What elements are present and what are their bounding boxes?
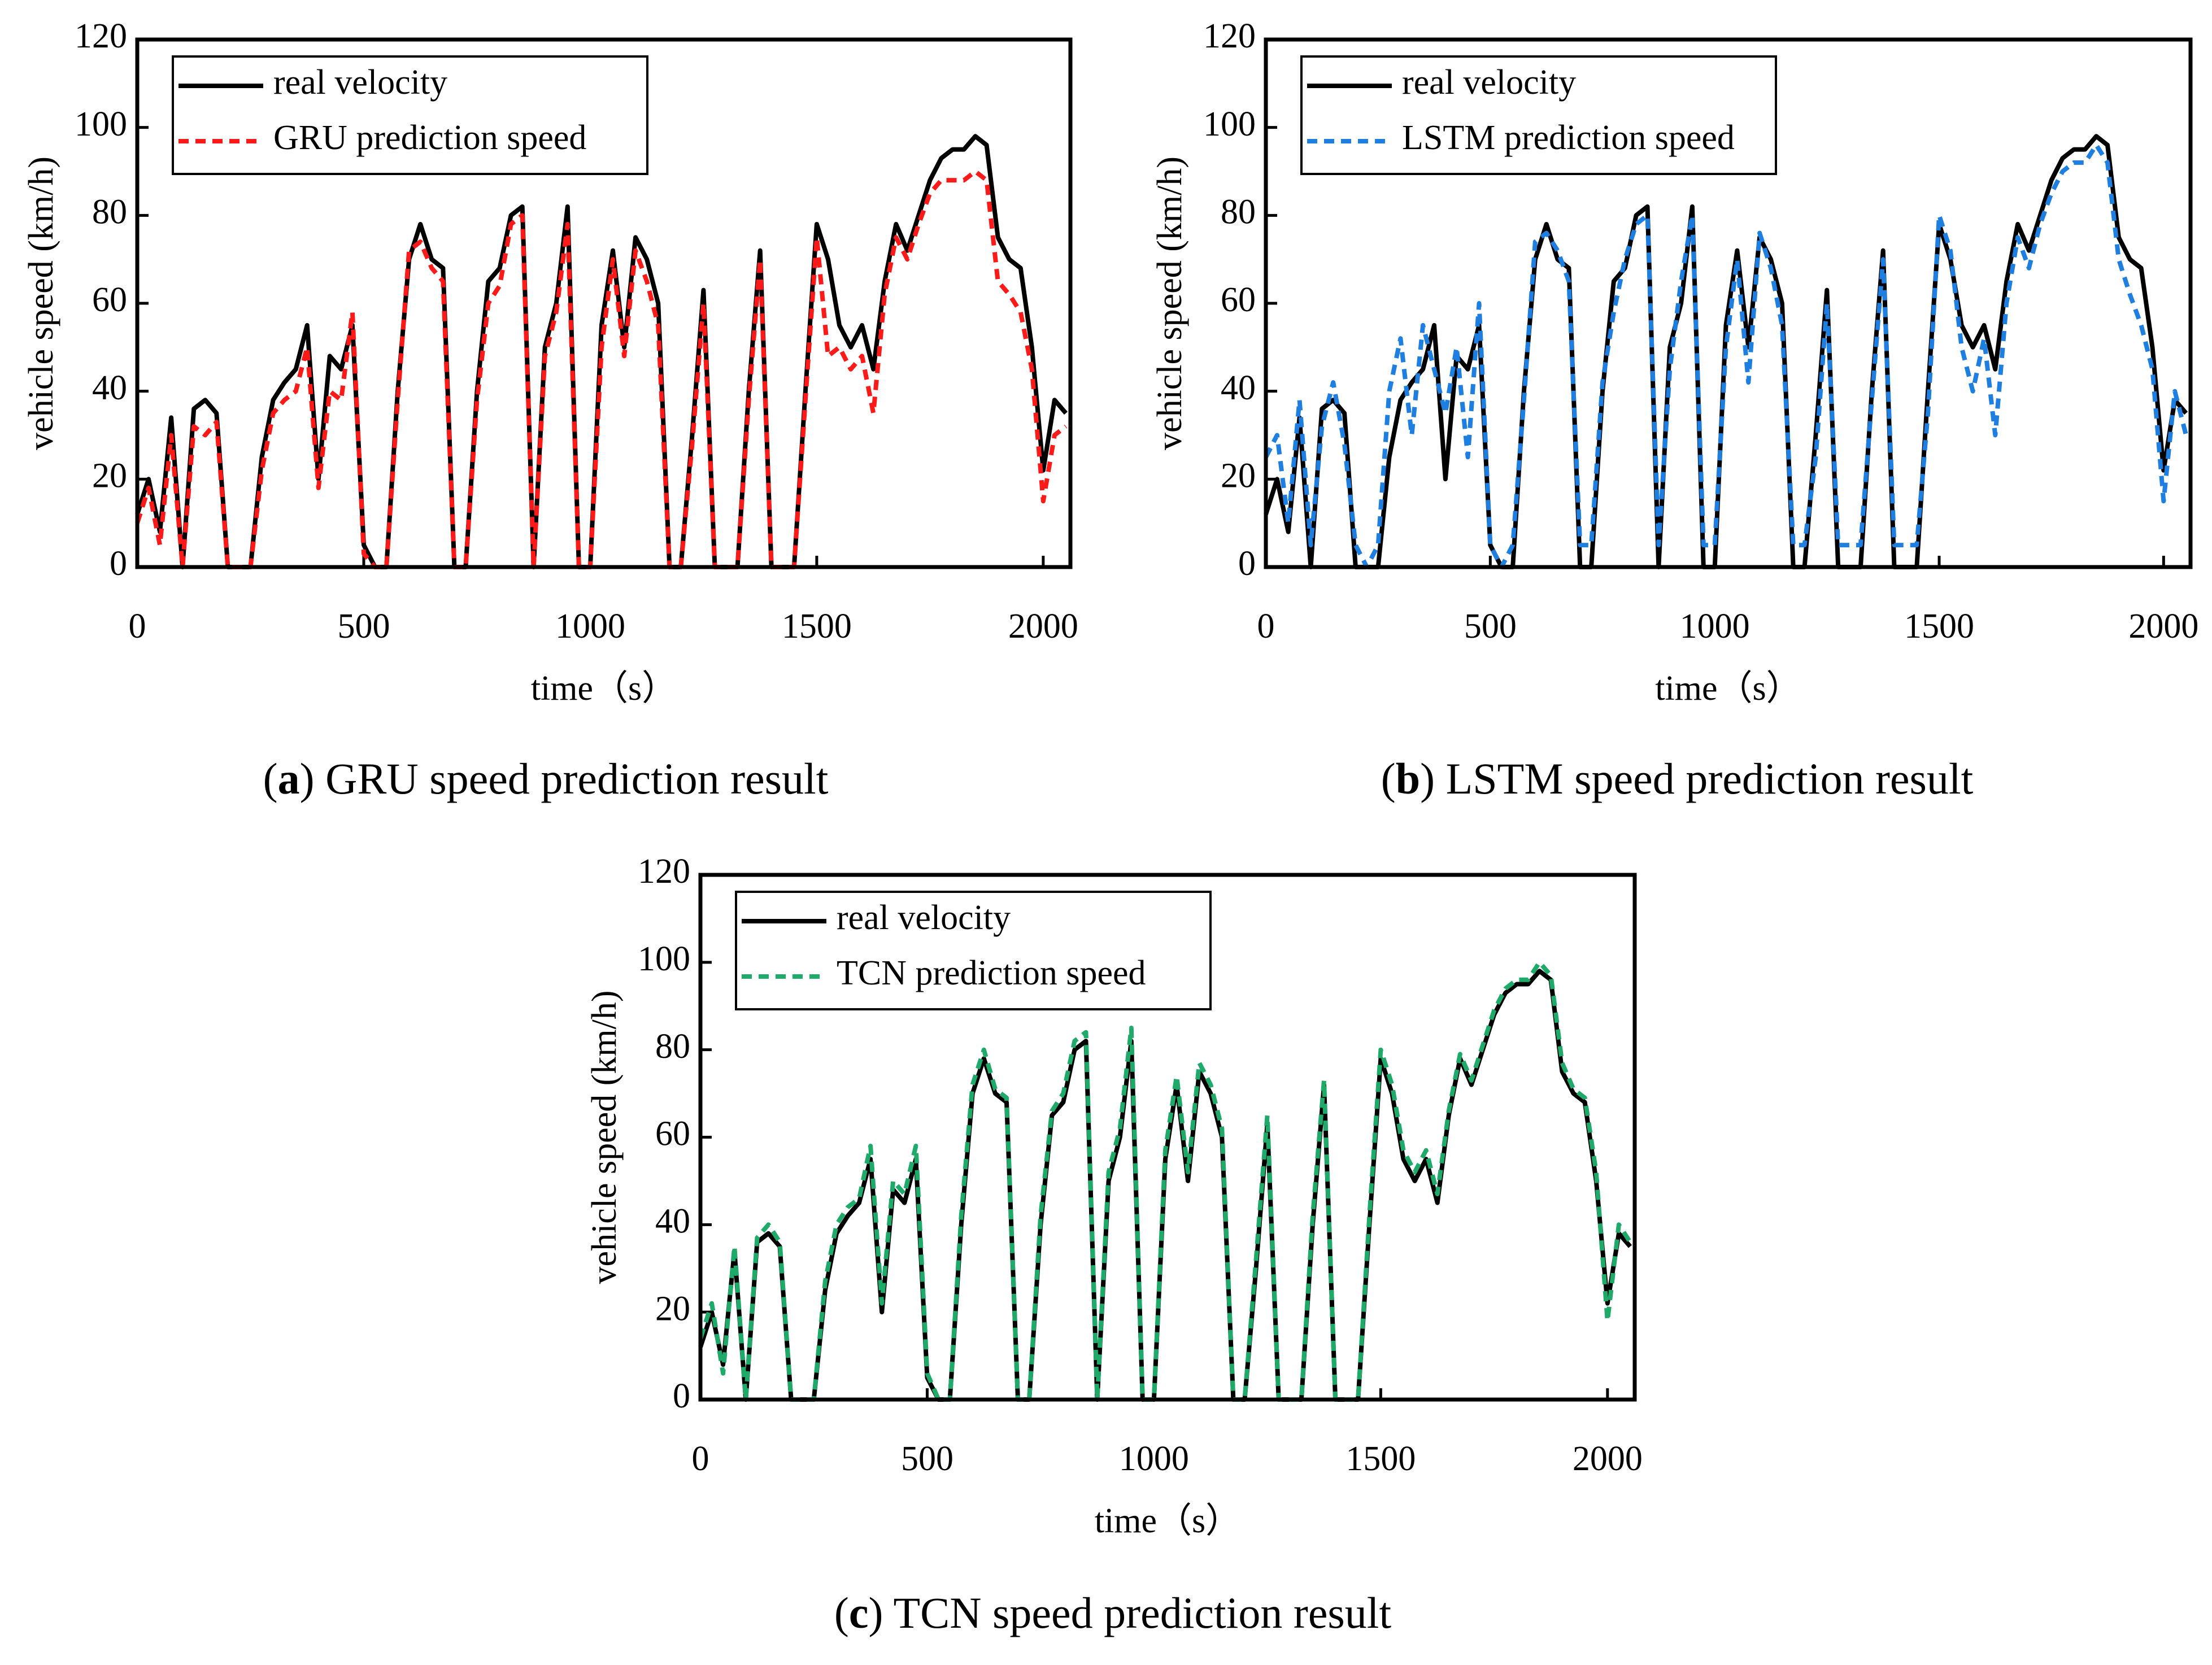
y-tick-label: 120 [75,17,127,55]
x-tick-label: 500 [337,607,390,646]
x-tick-label: 1500 [1346,1440,1416,1478]
y-tick-label: 40 [655,1202,690,1241]
caption: (c) TCN speed prediction result [834,1588,1392,1637]
x-tick-label: 0 [1257,607,1275,646]
y-tick-label: 20 [655,1289,690,1328]
x-tick-label: 1500 [1904,607,1974,646]
y-tick-label: 60 [655,1115,690,1153]
y-tick-label: 120 [1203,17,1256,55]
series-line [135,134,1068,569]
x-tick-label: 1000 [555,607,625,646]
y-tick-label: 60 [1221,281,1256,319]
legend-label: LSTM prediction speed [1402,119,1735,157]
x-tick-label: 0 [129,607,146,646]
y-tick-label: 80 [1221,193,1256,232]
x-tick-label: 2000 [1573,1440,1643,1478]
y-tick-label: 80 [655,1027,690,1066]
x-tick-label: 500 [901,1440,953,1478]
caption-part: ( [263,754,278,803]
legend-box [172,55,648,175]
legend-label: TCN prediction speed [837,954,1146,992]
y-axis-label: vehicle speed (km/h) [1151,156,1189,450]
caption: (a) GRU speed prediction result [263,754,829,803]
plot-frame [135,37,1073,569]
legend-label: real velocity [1402,63,1576,102]
x-tick-label: 2000 [2128,607,2198,646]
legend-label: real velocity [273,63,447,102]
series-line [698,960,1632,1402]
caption-part: ( [1381,754,1396,803]
plot-frame [698,873,1637,1402]
legend-box [735,891,1212,1010]
x-tick-label: 500 [1464,607,1517,646]
caption-part: c [849,1588,869,1637]
y-tick-label: 0 [1238,544,1256,583]
series-line [698,969,1632,1402]
caption-part: ) GRU speed prediction result [300,754,829,803]
legend-box [1300,55,1777,175]
x-axis-label: time（s） [1655,669,1801,708]
y-tick-label: 100 [75,105,127,143]
series-line [135,169,1068,569]
y-tick-label: 60 [92,281,127,319]
y-tick-label: 40 [1221,369,1256,407]
x-tick-label: 1000 [1119,1440,1189,1478]
y-tick-label: 120 [638,852,690,891]
y-tick-label: 20 [1221,457,1256,495]
x-axis-label: time（s） [531,669,677,708]
legend-label: GRU prediction speed [273,119,586,157]
legend-label: real velocity [837,899,1011,937]
caption-part: ( [834,1588,849,1637]
series-line [1264,142,2188,569]
caption: (b) LSTM speed prediction result [1381,754,1974,803]
caption-part: b [1396,754,1420,803]
y-axis-label: vehicle speed (km/h) [585,991,624,1284]
x-tick-label: 1000 [1680,607,1750,646]
x-tick-label: 1500 [782,607,852,646]
x-tick-label: 0 [692,1440,709,1478]
y-tick-label: 0 [110,544,127,583]
plot-frame [1264,37,2193,569]
caption-part: ) LSTM speed prediction result [1420,754,1973,803]
y-tick-label: 0 [673,1377,690,1415]
y-axis-label: vehicle speed (km/h) [22,156,60,450]
y-tick-label: 80 [92,193,127,232]
caption-part: a [278,754,300,803]
y-tick-label: 100 [1203,105,1256,143]
caption-part: ) TCN speed prediction result [868,1588,1391,1637]
x-axis-label: time（s） [1095,1502,1240,1540]
y-tick-label: 40 [92,369,127,407]
y-tick-label: 20 [92,457,127,495]
y-tick-label: 100 [638,940,690,978]
x-tick-label: 2000 [1008,607,1078,646]
